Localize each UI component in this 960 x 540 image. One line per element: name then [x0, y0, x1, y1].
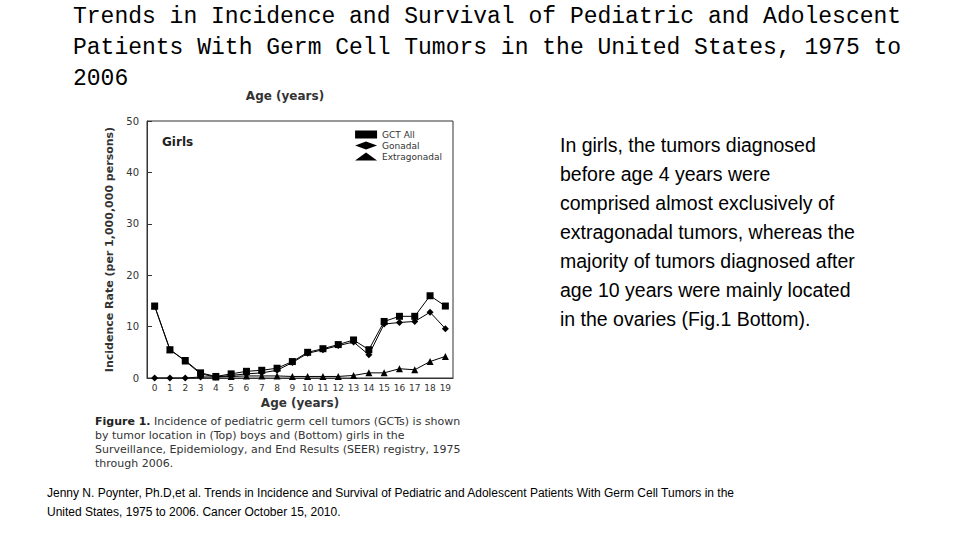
- svg-text:0: 0: [133, 373, 139, 384]
- svg-text:Incidence Rate (per 1,000,000: Incidence Rate (per 1,000,000 persons): [103, 127, 116, 372]
- svg-text:GCT All: GCT All: [382, 130, 415, 140]
- html-text:Figure 1. Incidence of pediatr: Figure 1. Incidence of pediatric germ ce…: [95, 415, 461, 470]
- html-text:Trends in Incidence and Surviv: Trends in Incidence and Survival of Pedi…: [73, 4, 902, 92]
- svg-text:10: 10: [302, 383, 314, 393]
- svg-text:12: 12: [333, 383, 344, 393]
- svg-text:20: 20: [126, 270, 139, 281]
- svg-text:7: 7: [259, 383, 265, 393]
- svg-text:40: 40: [126, 167, 139, 178]
- svg-text:1: 1: [167, 383, 173, 393]
- svg-text:15: 15: [378, 383, 389, 393]
- svg-text:2: 2: [182, 383, 188, 393]
- svg-text:11: 11: [317, 383, 328, 393]
- svg-text:30: 30: [126, 218, 139, 229]
- svg-text:10: 10: [126, 321, 139, 332]
- svg-text:19: 19: [440, 383, 452, 393]
- svg-text:6: 6: [244, 383, 250, 393]
- svg-text:13: 13: [348, 383, 359, 393]
- svg-text:0: 0: [152, 383, 158, 393]
- svg-text:Girls: Girls: [162, 135, 193, 149]
- svg-text:16: 16: [394, 383, 406, 393]
- html-text:Jenny N. Poynter, Ph.D,et al.: Jenny N. Poynter, Ph.D,et al. Trends in …: [47, 486, 734, 519]
- svg-text:50: 50: [126, 116, 139, 127]
- svg-text:Extragonadal: Extragonadal: [382, 152, 442, 162]
- html-text:In girls, the tumors diagnosed: In girls, the tumors diagnosed before ag…: [560, 134, 855, 330]
- svg-text:17: 17: [409, 383, 420, 393]
- svg-text:Age (years): Age (years): [261, 396, 339, 410]
- svg-text:Age (years): Age (years): [246, 89, 324, 103]
- svg-text:18: 18: [424, 383, 436, 393]
- svg-text:14: 14: [363, 383, 375, 393]
- svg-text:5: 5: [228, 383, 234, 393]
- svg-text:8: 8: [274, 383, 280, 393]
- svg-text:9: 9: [289, 383, 295, 393]
- svg-text:4: 4: [213, 383, 219, 393]
- svg-text:3: 3: [198, 383, 204, 393]
- svg-text:Gonadal: Gonadal: [382, 141, 419, 151]
